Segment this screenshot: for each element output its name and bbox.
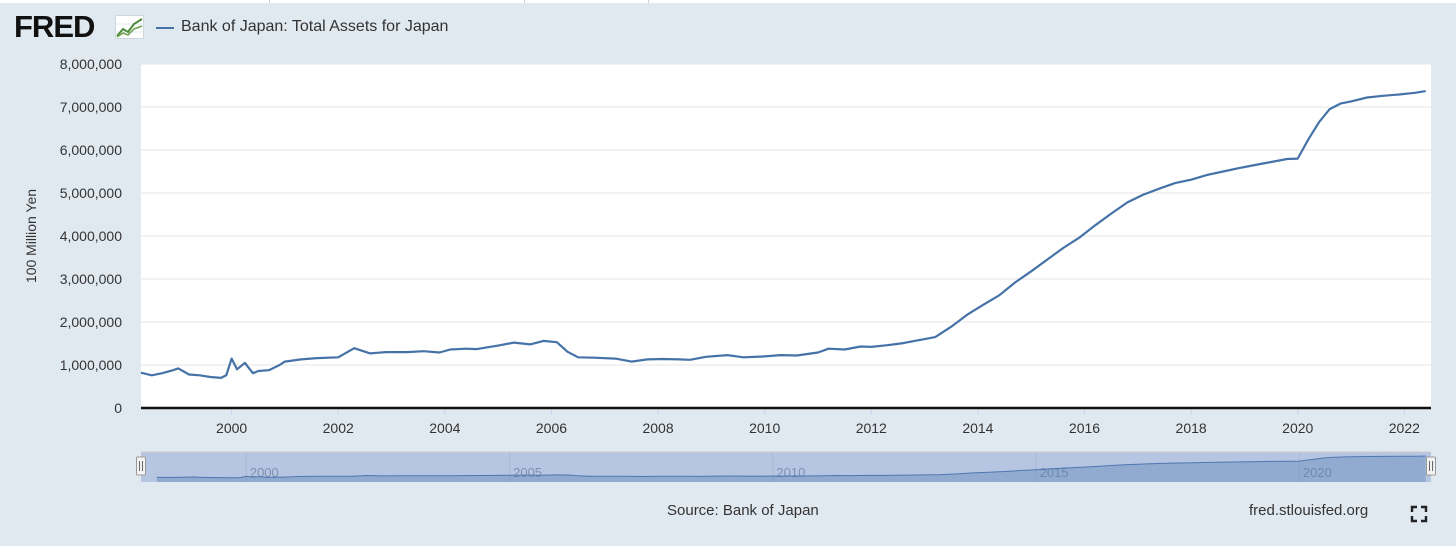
x-tick-label: 2020 [1282,420,1313,436]
x-axis-ticks: 2000 2002 2004 2006 2008 2010 2012 2014 2016 2018… [216,408,1420,436]
site-link[interactable]: fred.stlouisfed.org [1249,502,1369,519]
navigator-tick-label: 2005 [513,465,542,480]
navigator-ticks: 2000 2005 2010 2015 2020 [245,452,1332,482]
y-tick-label: 2,000,000 [60,314,122,330]
y-axis-title: 100 Million Yen [23,189,39,283]
bottom-page-edge [0,546,1456,552]
x-tick-label: 2012 [856,420,887,436]
x-tick-label: 2018 [1176,420,1207,436]
navigator-handle-right[interactable] [1426,456,1436,476]
series-line[interactable] [140,90,1426,379]
navigator-selection[interactable] [141,452,1431,482]
x-tick-label: 2006 [536,420,567,436]
x-tick-label: 2004 [429,420,460,436]
series-layer [140,90,1426,379]
y-tick-label: 0 [114,400,122,416]
y-tick-label: 1,000,000 [60,357,122,373]
legend-series-name: Bank of Japan: Total Assets for Japan [181,18,449,35]
y-tick-label: 6,000,000 [60,142,122,158]
y-axis-ticks: 0 1,000,000 2,000,000 3,000,000 4,000,000 5,0… [60,56,123,416]
navigator-track [141,452,1431,482]
x-tick-label: 2008 [642,420,673,436]
y-tick-label: 4,000,000 [60,228,122,244]
x-tick-label: 2022 [1389,420,1420,436]
x-tick-label: 2016 [1069,420,1100,436]
navigator-line [156,455,1426,479]
legend-swatch [156,27,174,29]
line-chart-logo-icon [115,15,144,39]
y-tick-label: 8,000,000 [60,56,122,72]
range-navigator[interactable]: 2000 2005 2010 2015 2020 [136,451,1436,482]
fullscreen-icon[interactable] [1409,504,1429,524]
navigator-tick-label: 2000 [250,465,279,480]
y-tick-label: 3,000,000 [60,271,122,287]
x-tick-label: 2000 [216,420,247,436]
y-tick-label: 7,000,000 [60,99,122,115]
chart-header: FRED Bank of Japan: Total Assets for Jap… [0,0,1456,56]
x-tick-label: 2010 [749,420,780,436]
navigator-tick-label: 2020 [1303,465,1332,480]
gridlines [141,63,1431,366]
x-tick-label: 2002 [323,420,354,436]
fred-logo[interactable]: FRED [14,9,95,44]
top-page-edge [0,0,1456,3]
navigator-area [156,456,1426,482]
x-tick-label: 2014 [962,420,993,436]
navigator-handle-left[interactable] [136,456,146,476]
source-note: Source: Bank of Japan [667,502,819,519]
y-tick-label: 5,000,000 [60,185,122,201]
